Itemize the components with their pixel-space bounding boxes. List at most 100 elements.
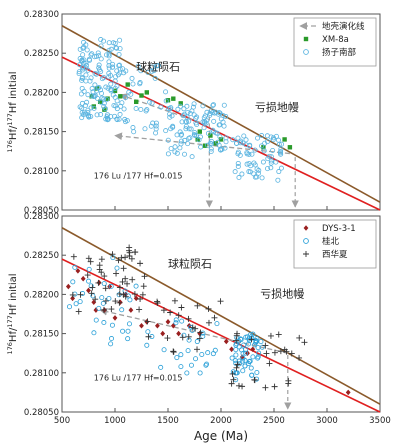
data-point bbox=[132, 249, 139, 256]
data-point bbox=[126, 244, 133, 251]
data-point bbox=[98, 56, 104, 62]
data-point bbox=[137, 260, 144, 267]
data-point bbox=[181, 111, 187, 117]
data-point bbox=[263, 350, 270, 357]
data-point bbox=[145, 329, 151, 335]
data-point bbox=[115, 72, 121, 78]
data-point bbox=[85, 67, 91, 73]
data-point bbox=[170, 348, 177, 355]
data-point bbox=[118, 94, 123, 99]
data-point bbox=[232, 169, 238, 175]
data-point bbox=[126, 321, 132, 327]
data-point bbox=[250, 354, 256, 360]
data-point bbox=[142, 126, 148, 132]
data-point bbox=[141, 273, 148, 280]
data-point bbox=[178, 364, 184, 370]
data-point bbox=[251, 377, 258, 384]
data-point bbox=[92, 70, 98, 76]
data-point bbox=[122, 293, 129, 300]
data-point bbox=[279, 141, 285, 147]
data-point bbox=[233, 332, 240, 339]
data-point bbox=[102, 297, 109, 304]
data-point bbox=[198, 144, 204, 150]
lu-hf-ratio-label: 176 Lu /177 Hf=0.015 bbox=[94, 374, 183, 383]
data-point bbox=[112, 298, 119, 305]
data-point bbox=[104, 114, 110, 120]
curve-label: 亏损地幔 bbox=[255, 100, 299, 114]
data-point bbox=[98, 43, 104, 49]
x-tick-label: 3500 bbox=[369, 416, 391, 426]
data-point bbox=[250, 346, 256, 353]
data-point bbox=[134, 99, 139, 105]
data-point bbox=[212, 347, 218, 353]
data-point bbox=[243, 346, 249, 352]
data-point bbox=[185, 348, 191, 354]
data-point bbox=[75, 308, 82, 315]
data-point bbox=[140, 283, 147, 290]
data-point bbox=[179, 318, 185, 324]
data-point bbox=[217, 298, 224, 305]
data-point bbox=[246, 169, 252, 175]
data-point bbox=[208, 148, 214, 154]
data-point bbox=[82, 103, 88, 109]
data-point bbox=[173, 320, 179, 326]
data-point bbox=[78, 91, 84, 97]
data-point bbox=[163, 89, 169, 95]
data-point bbox=[137, 295, 144, 302]
x-tick-label: 500 bbox=[54, 416, 70, 426]
data-point bbox=[168, 105, 174, 111]
data-point bbox=[181, 106, 187, 112]
data-point bbox=[174, 355, 180, 361]
data-point bbox=[139, 93, 144, 98]
data-point bbox=[190, 104, 196, 110]
data-point bbox=[191, 132, 197, 138]
data-point bbox=[196, 137, 202, 143]
y-label-text: Hf/ bbox=[8, 327, 19, 342]
data-point bbox=[76, 71, 82, 77]
data-point bbox=[171, 96, 176, 101]
y-tick-label: 0.28150 bbox=[24, 330, 59, 340]
data-point bbox=[183, 126, 189, 132]
curve-label: 球粒陨石 bbox=[168, 257, 212, 271]
data-point bbox=[201, 125, 207, 131]
data-point bbox=[244, 151, 250, 157]
data-point bbox=[95, 95, 101, 101]
data-point bbox=[234, 361, 241, 368]
data-point bbox=[175, 106, 181, 112]
data-point bbox=[210, 109, 216, 115]
y-label-text: Hf initial bbox=[8, 274, 19, 316]
data-point bbox=[216, 142, 222, 148]
data-point bbox=[122, 288, 128, 294]
data-point bbox=[77, 104, 83, 110]
data-point bbox=[95, 279, 102, 286]
data-point bbox=[88, 52, 94, 58]
data-point bbox=[152, 75, 158, 81]
data-point bbox=[241, 342, 247, 348]
data-point bbox=[271, 349, 278, 356]
data-point bbox=[144, 90, 149, 95]
data-point bbox=[122, 275, 129, 282]
data-point bbox=[247, 143, 253, 149]
data-point bbox=[285, 377, 292, 384]
data-point bbox=[268, 160, 274, 166]
data-point bbox=[114, 45, 120, 51]
data-point bbox=[216, 122, 222, 128]
data-point bbox=[102, 107, 107, 112]
reference-line bbox=[61, 258, 381, 413]
legend-label: 地壳演化线 bbox=[322, 21, 365, 32]
data-point bbox=[121, 106, 127, 112]
data-point bbox=[174, 150, 180, 156]
data-point bbox=[235, 160, 241, 166]
data-point bbox=[103, 52, 109, 58]
data-point bbox=[108, 283, 114, 289]
data-point bbox=[177, 145, 183, 151]
data-point bbox=[72, 264, 78, 270]
data-point bbox=[208, 146, 214, 152]
data-point bbox=[273, 159, 279, 165]
data-point bbox=[273, 133, 279, 139]
data-point bbox=[187, 135, 193, 141]
data-point bbox=[112, 315, 118, 321]
data-point bbox=[116, 290, 123, 297]
data-point bbox=[170, 123, 176, 129]
data-point bbox=[88, 75, 94, 81]
